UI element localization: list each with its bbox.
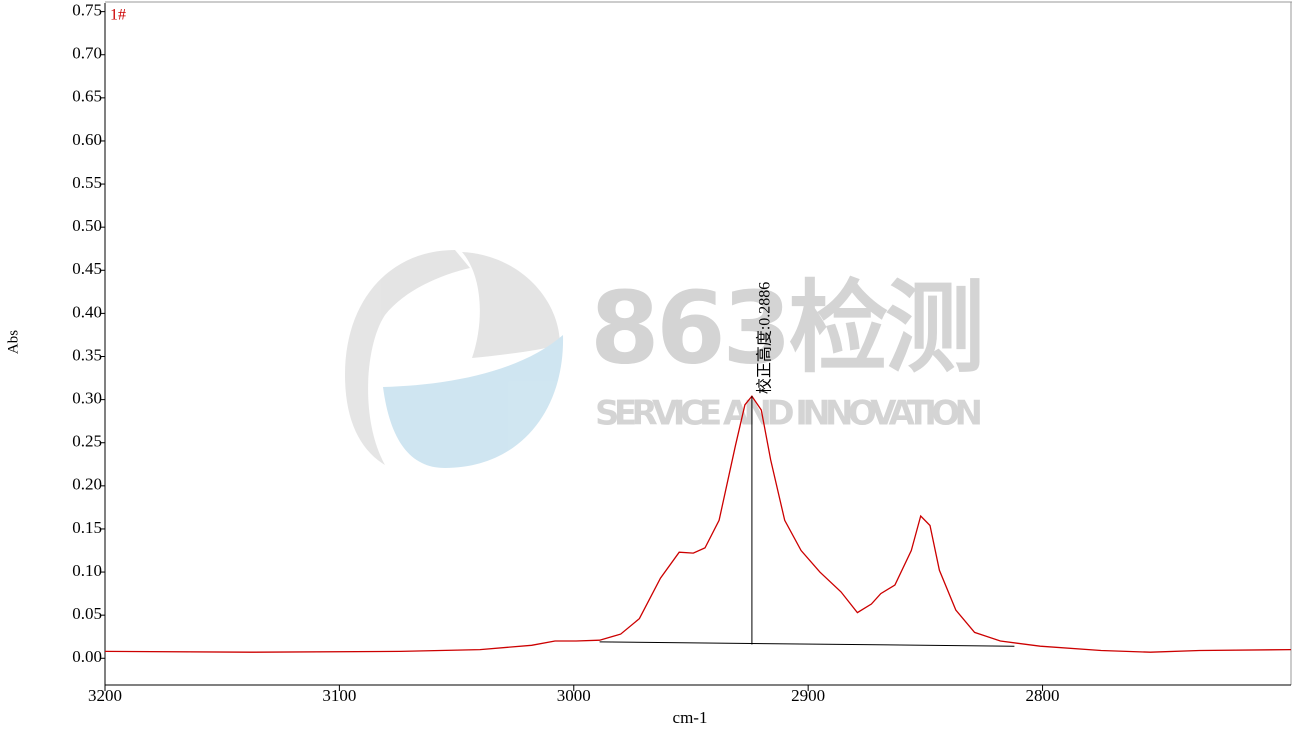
logo-arc — [462, 252, 560, 358]
y-axis-label: Abs — [5, 330, 21, 354]
y-tick-label: 0.65 — [72, 87, 102, 106]
y-tick-label: 0.20 — [72, 475, 102, 494]
y-tick-label: 0.00 — [72, 647, 102, 666]
y-tick-label: 0.75 — [72, 1, 102, 20]
baseline — [599, 641, 1015, 647]
y-tick-label: 0.25 — [72, 432, 102, 451]
x-tick-label: 3100 — [322, 686, 356, 705]
series-label: 1# — [110, 7, 126, 24]
watermark-subtitle: SERVICE AND INNOVATION — [595, 394, 983, 434]
watermark-logo — [345, 250, 564, 468]
x-tick-label: 2800 — [1026, 686, 1060, 705]
y-tick-label: 0.35 — [72, 345, 102, 364]
x-axis-label: cm-1 — [673, 708, 708, 727]
y-tick-label: 0.70 — [72, 44, 102, 63]
watermark-title: 863检测 — [590, 269, 985, 386]
logo-arc — [345, 250, 470, 465]
y-tick-label: 0.45 — [72, 259, 102, 278]
y-tick-label: 0.40 — [72, 302, 102, 321]
y-tick-label: 0.05 — [72, 604, 102, 623]
y-tick-label: 0.50 — [72, 216, 102, 235]
y-tick-label: 0.55 — [72, 173, 102, 192]
y-tick-label: 0.30 — [72, 389, 102, 408]
x-tick-label: 3200 — [88, 686, 122, 705]
y-tick-label: 0.60 — [72, 130, 102, 149]
x-tick-label: 2900 — [791, 686, 825, 705]
y-tick-label: 0.15 — [72, 518, 102, 537]
spectrum-line — [104, 395, 1292, 653]
logo-bowl — [383, 335, 564, 468]
peak-annotation: 校正高度:0.2886 — [756, 282, 774, 394]
x-tick-label: 3000 — [557, 686, 591, 705]
y-tick-label: 0.10 — [72, 561, 102, 580]
